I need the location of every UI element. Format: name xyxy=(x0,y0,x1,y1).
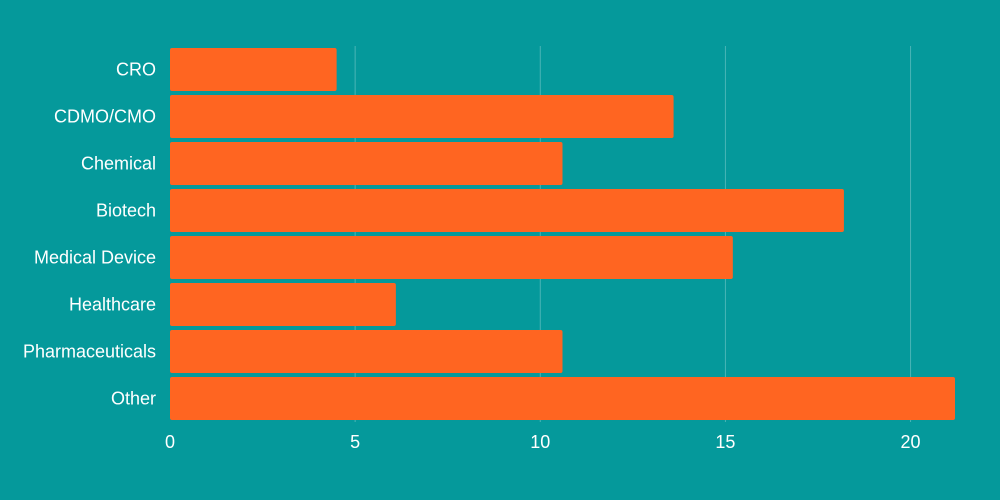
bars xyxy=(170,48,955,420)
bar-cro xyxy=(170,48,337,91)
bar-other xyxy=(170,377,955,420)
bar-cdmo-cmo xyxy=(170,95,674,138)
bar-pharmaceuticals xyxy=(170,330,563,373)
x-tick-label-0: 0 xyxy=(165,432,175,452)
x-tick-label-15: 15 xyxy=(715,432,735,452)
category-label-biotech: Biotech xyxy=(96,201,156,221)
category-label-cdmo-cmo: CDMO/CMO xyxy=(54,107,156,127)
x-tick-label-5: 5 xyxy=(350,432,360,452)
x-tick-label-20: 20 xyxy=(901,432,921,452)
category-label-chemical: Chemical xyxy=(81,154,156,174)
x-tick-label-10: 10 xyxy=(530,432,550,452)
bar-chemical xyxy=(170,142,563,185)
bar-biotech xyxy=(170,189,844,232)
category-label-medical-device: Medical Device xyxy=(34,248,156,268)
x-axis-tick-labels: 0 5 10 15 20 xyxy=(165,432,921,452)
category-label-cro: CRO xyxy=(116,60,156,80)
category-labels: CRO CDMO/CMO Chemical Biotech Medical Device… xyxy=(23,60,156,409)
bar-healthcare xyxy=(170,283,396,326)
category-label-pharmaceuticals: Pharmaceuticals xyxy=(23,342,156,362)
bar-medical-device xyxy=(170,236,733,279)
category-label-other: Other xyxy=(111,389,156,409)
category-label-healthcare: Healthcare xyxy=(69,295,156,315)
